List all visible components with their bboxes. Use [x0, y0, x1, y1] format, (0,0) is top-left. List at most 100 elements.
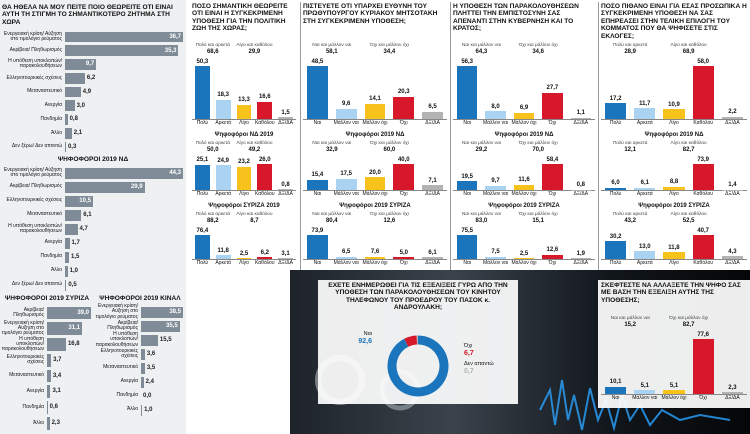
group-label: Λίγο και καθόλου [236, 141, 273, 146]
value-label: 8,8 [669, 179, 679, 186]
bar [278, 117, 294, 119]
bar [65, 265, 68, 277]
category-label: Μάλλον όχι [362, 119, 388, 126]
baseline [601, 259, 747, 260]
category-label: Μεταναστευτικό [9, 372, 44, 379]
category-label: Άλλο [32, 419, 44, 426]
category-label: Ναι [313, 259, 322, 266]
group-value: 52,5 [682, 218, 695, 224]
bar [236, 104, 252, 119]
group-label: Όχι και μάλλον όχι [518, 141, 558, 146]
bar [513, 184, 535, 190]
bar [485, 111, 506, 119]
bar [65, 209, 82, 221]
value-label: 58,4 [546, 156, 559, 163]
group-label: Λίγο και καθόλου [670, 141, 707, 146]
value-label: 1,9 [576, 250, 585, 257]
group-value: 49,2 [248, 147, 261, 153]
bar [364, 256, 386, 259]
chart-subtitle: Ψηφοφόροι 2019 ΣΥΡΙΖΑ [339, 203, 411, 209]
baseline [303, 190, 447, 191]
bar [663, 109, 685, 119]
category-label: Όχι [548, 259, 557, 266]
baseline [192, 119, 296, 120]
value-label: 20,0 [369, 169, 381, 176]
group-label: Όχι και μάλλον όχι [518, 43, 558, 48]
bar [65, 279, 67, 291]
value-label: 18,3 [217, 92, 230, 99]
category-label: Λίγο [239, 190, 249, 197]
category-label: ΔΞ/ΔΑ [725, 190, 740, 197]
bar [47, 322, 83, 335]
value-label: 73,9 [311, 227, 324, 234]
value-label: 3,7 [53, 356, 62, 363]
category-label: Λίγο [669, 259, 679, 266]
category-label: Καθόλου [255, 259, 275, 266]
value-label: 6,5 [428, 104, 437, 111]
category-label: Αρκετά [215, 259, 232, 266]
value-label: 40,0 [397, 156, 410, 163]
group-label: Όχι και μάλλον όχι [369, 212, 409, 217]
value-label: 36,7 [169, 33, 181, 40]
group-value: 12,1 [624, 147, 637, 153]
baseline [601, 394, 747, 395]
value-label: 4,3 [728, 248, 737, 255]
value-label: 25,1 [196, 157, 209, 164]
category-label: Μάλλον ναι [483, 259, 509, 266]
value-label: 6,1 [640, 180, 649, 187]
value-label: 2,2 [728, 109, 737, 116]
baseline [601, 190, 747, 191]
value-label: 6,9 [519, 105, 529, 111]
left-column-bg [0, 0, 186, 434]
category-label: Ελληνοτουρκικές σχέσεις [6, 353, 44, 366]
group-value: 60,0 [383, 147, 396, 153]
chart-subtitle: ΨΗΦΟΦΟΡΟΙ 2019 ΣΥΡΙΖΑ [4, 295, 90, 302]
category-label: Μεταναστευτικό [27, 211, 62, 218]
bar [721, 392, 743, 394]
bar [335, 256, 357, 259]
category-label: Ενεργειακή κρίση/ Αύξηση στο τιμολόγιο ρ… [3, 30, 62, 42]
bar [542, 164, 563, 190]
category-label: Πολύ [609, 119, 622, 126]
category-label: Πανδημία [40, 115, 62, 122]
value-label: 2,3 [728, 384, 737, 391]
value-label: 35,5 [166, 322, 178, 329]
value-label: 73,9 [697, 156, 710, 163]
value-label: 5,0 [399, 249, 408, 256]
group-label: Πολύ και αρκετά [612, 43, 648, 48]
category-label: Όχι [548, 119, 557, 126]
value-label: 0,8 [576, 182, 585, 189]
category-label: Μάλλον όχι [511, 119, 537, 126]
category-label: Πολύ [196, 259, 209, 266]
bar [257, 101, 273, 119]
value-label: 30,2 [609, 233, 622, 240]
bar [65, 31, 183, 43]
bar [634, 251, 656, 259]
category-label: Μάλλον όχι [362, 259, 388, 266]
bar [236, 258, 252, 259]
value-label: 13,3 [238, 97, 250, 104]
bar [721, 256, 743, 259]
value-label: 44,3 [169, 169, 181, 176]
category-label: ΔΞ/ΔΑ [278, 119, 293, 126]
value-label: 1,5 [70, 253, 80, 260]
category-label: Η υπόθεση υποκλοπών/ παρακολουθήσεων [1, 335, 44, 352]
category-label: ΔΞ/ΔΑ [425, 190, 440, 197]
bar [542, 92, 563, 119]
donut-slice [404, 335, 418, 347]
value-label: 0,8 [281, 181, 290, 188]
bar [194, 66, 210, 119]
group-label: Λίγο και καθόλου [236, 43, 273, 48]
bar [194, 235, 210, 259]
group-label: Λίγο και καθόλου [670, 212, 707, 217]
value-label: 7,6 [370, 249, 380, 256]
category-label: ΔΞ/ΔΑ [425, 119, 440, 126]
value-label: 0,8 [69, 116, 78, 123]
bar [364, 177, 386, 190]
value-label: 11,8 [668, 244, 680, 251]
value-label: 56,3 [461, 58, 474, 65]
value-label: 6,2 [86, 75, 96, 82]
bar [215, 255, 231, 259]
vote-change-panel [598, 280, 750, 408]
bar [692, 66, 714, 119]
